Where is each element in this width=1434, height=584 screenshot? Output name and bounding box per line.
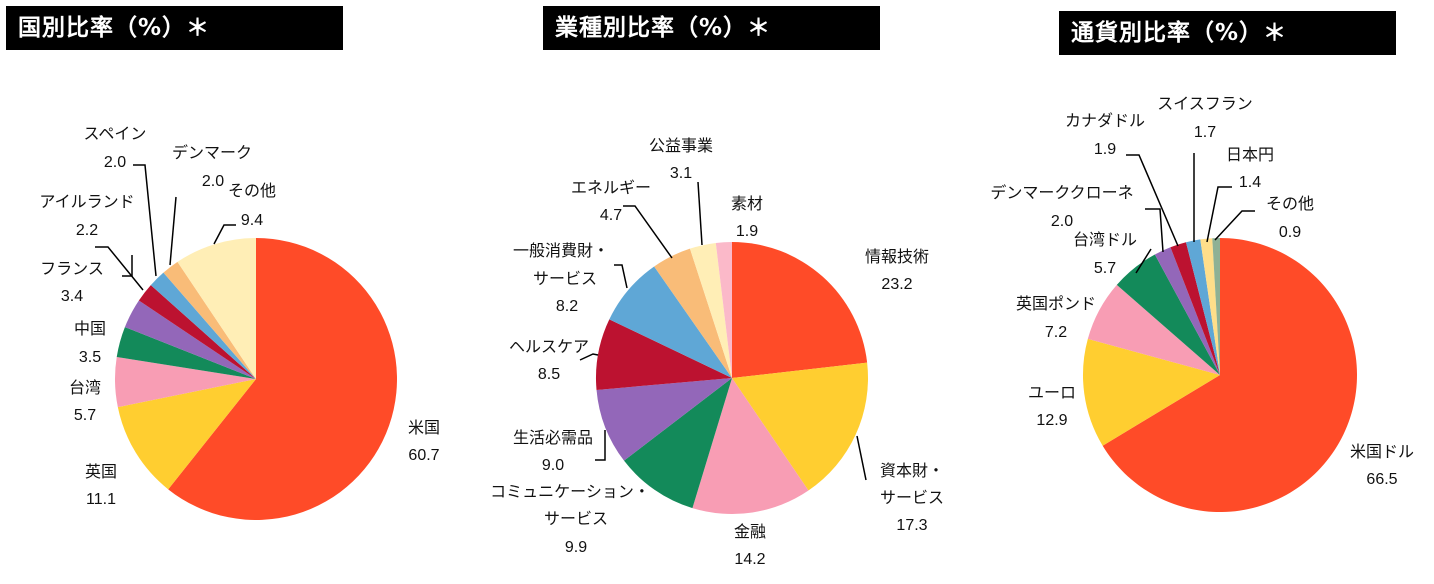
svg-text:23.2: 23.2 — [881, 276, 912, 293]
svg-text:英国: 英国 — [85, 462, 117, 481]
svg-text:スイスフラン: スイスフラン — [1157, 94, 1253, 113]
pie-slice — [692, 378, 809, 515]
svg-text:12.9: 12.9 — [1036, 412, 1067, 429]
currency-chart-title: 通貨別比率（%）＊ — [1059, 11, 1396, 55]
svg-text:台湾ドル: 台湾ドル — [1073, 230, 1137, 249]
svg-text:ユーロ: ユーロ — [1028, 383, 1076, 402]
svg-text:5.7: 5.7 — [1094, 260, 1116, 277]
pie-slice — [1170, 242, 1220, 375]
pie-slice — [1154, 247, 1220, 375]
pie-slice — [689, 242, 732, 378]
svg-text:17.3: 17.3 — [896, 517, 927, 534]
country-pie — [115, 238, 397, 520]
pie-slice — [168, 238, 397, 520]
svg-text:5.7: 5.7 — [74, 407, 96, 424]
svg-text:その他: その他 — [228, 181, 276, 200]
pie-slice — [150, 272, 256, 379]
svg-text:2.2: 2.2 — [76, 222, 98, 239]
pie-slice — [163, 261, 256, 379]
pie-slice — [609, 266, 732, 378]
svg-text:サービス: サービス — [544, 509, 608, 528]
svg-text:2.0: 2.0 — [104, 154, 126, 171]
svg-text:金融: 金融 — [734, 522, 766, 541]
svg-text:8.5: 8.5 — [538, 366, 560, 383]
svg-text:公益事業: 公益事業 — [649, 136, 713, 155]
pie-slice — [116, 327, 256, 379]
pie-slice — [177, 238, 256, 379]
svg-text:フランス: フランス — [40, 259, 104, 278]
pie-slice — [654, 248, 732, 378]
pie-slice — [1185, 239, 1220, 375]
svg-text:9.9: 9.9 — [565, 539, 587, 556]
svg-text:4.7: 4.7 — [600, 207, 622, 224]
svg-text:情報技術: 情報技術 — [865, 247, 929, 266]
leader-lines — [95, 153, 1255, 481]
pie-slice — [1087, 284, 1220, 375]
svg-text:台湾: 台湾 — [69, 378, 101, 397]
svg-text:ヘルスケア: ヘルスケア — [509, 337, 589, 356]
svg-text:日本円: 日本円 — [1226, 145, 1274, 164]
svg-text:素材: 素材 — [731, 194, 763, 213]
svg-text:サービス: サービス — [533, 269, 597, 288]
pie-slice — [732, 362, 869, 491]
sector-pie — [596, 242, 869, 515]
country-chart-title: 国別比率（%）＊ — [6, 6, 343, 50]
svg-text:米国ドル: 米国ドル — [1350, 442, 1414, 461]
pie-slice — [1083, 338, 1220, 446]
currency-pie — [1083, 238, 1357, 512]
svg-text:生活必需品: 生活必需品 — [513, 428, 593, 447]
pie-slice — [138, 285, 256, 379]
svg-text:スペイン: スペイン — [84, 124, 147, 143]
svg-text:1.9: 1.9 — [1094, 141, 1116, 158]
svg-text:60.7: 60.7 — [408, 447, 439, 464]
svg-text:その他: その他 — [1266, 194, 1314, 213]
svg-text:66.5: 66.5 — [1366, 471, 1397, 488]
svg-text:3.5: 3.5 — [79, 349, 101, 366]
svg-text:1.9: 1.9 — [736, 223, 758, 240]
pie-slice — [624, 378, 732, 509]
svg-text:一般消費財・: 一般消費財・ — [513, 241, 609, 260]
svg-text:1.7: 1.7 — [1194, 124, 1216, 141]
svg-text:エネルギー: エネルギー — [571, 178, 651, 197]
pie-slice — [1200, 238, 1220, 375]
pie-slice — [1116, 254, 1220, 375]
svg-text:2.0: 2.0 — [1051, 213, 1073, 230]
svg-text:米国: 米国 — [408, 418, 440, 437]
svg-text:2.0: 2.0 — [202, 173, 224, 190]
svg-text:アイルランド: アイルランド — [39, 192, 134, 211]
svg-text:3.1: 3.1 — [670, 165, 692, 182]
svg-text:カナダドル: カナダドル — [1065, 111, 1145, 130]
pie-slice — [1102, 238, 1357, 512]
svg-text:デンマーク: デンマーク — [172, 143, 252, 162]
sector-slice-labels: 情報技術 23.2 資本財・ サービス 17.3 金融 14.2 コミュニケーシ… — [490, 136, 944, 568]
pie-slice — [715, 242, 732, 378]
svg-text:11.1: 11.1 — [86, 491, 116, 508]
svg-text:英国ポンド: 英国ポンド — [1016, 294, 1096, 313]
pie-slice — [115, 356, 256, 408]
svg-text:コミュニケーション・: コミュニケーション・ — [490, 482, 650, 501]
pie-slice — [596, 378, 732, 461]
svg-text:資本財・: 資本財・ — [880, 461, 944, 480]
svg-text:3.4: 3.4 — [61, 288, 83, 305]
country-slice-labels: 米国 60.7 英国 11.1 台湾 5.7 中国 3.5 フランス 3.4 ア… — [39, 124, 440, 508]
currency-slice-labels: 米国ドル 66.5 ユーロ 12.9 英国ポンド 7.2 台湾ドル 5.7 デン… — [990, 94, 1414, 488]
pie-slice — [124, 300, 256, 379]
pie-slice — [596, 319, 732, 390]
svg-text:9.4: 9.4 — [241, 212, 263, 229]
pie-slice — [1212, 238, 1220, 375]
svg-text:9.0: 9.0 — [542, 457, 564, 474]
svg-text:1.4: 1.4 — [1239, 174, 1261, 191]
pie-slice — [117, 379, 256, 490]
sector-chart-title: 業種別比率（%）＊ — [543, 6, 880, 50]
pie-slice — [732, 242, 868, 378]
svg-text:8.2: 8.2 — [556, 298, 578, 315]
svg-text:14.2: 14.2 — [734, 551, 765, 568]
svg-text:サービス: サービス — [880, 488, 944, 507]
svg-text:デンマーククローネ: デンマーククローネ — [990, 183, 1133, 202]
svg-text:0.9: 0.9 — [1279, 224, 1301, 241]
svg-text:7.2: 7.2 — [1045, 324, 1067, 341]
svg-text:中国: 中国 — [74, 319, 106, 338]
